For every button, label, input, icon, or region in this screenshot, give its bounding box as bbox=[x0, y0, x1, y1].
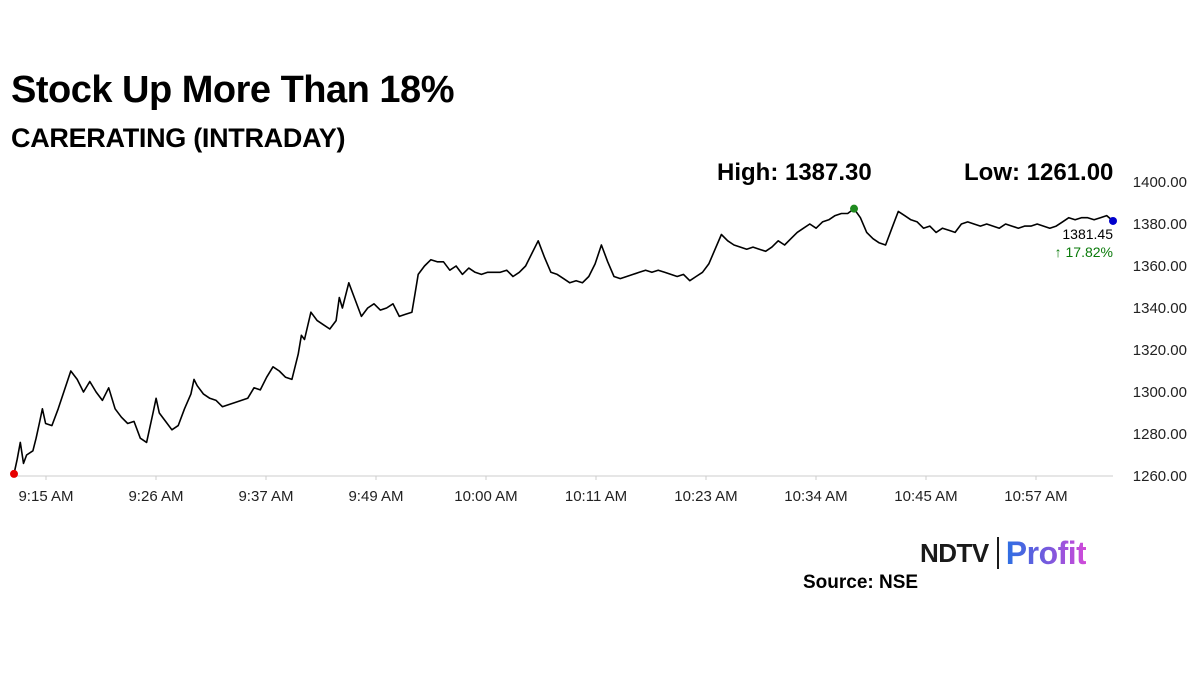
start-marker bbox=[10, 469, 18, 478]
x-tick-label: 10:57 AM bbox=[1004, 488, 1067, 505]
change-label: ↑ 17.82% bbox=[1055, 244, 1113, 260]
x-tick-label: 9:26 AM bbox=[128, 488, 183, 505]
y-tick-label: 1340.00 bbox=[1133, 300, 1187, 317]
high-label: High: 1387.30 bbox=[717, 159, 872, 186]
x-tick-label: 10:34 AM bbox=[784, 488, 847, 505]
y-tick-label: 1300.00 bbox=[1133, 384, 1187, 401]
y-tick-label: 1260.00 bbox=[1133, 468, 1187, 485]
logo-divider bbox=[996, 537, 999, 569]
x-tick-label: 9:49 AM bbox=[348, 488, 403, 505]
x-tick-label: 9:37 AM bbox=[238, 488, 293, 505]
high-marker bbox=[850, 204, 859, 213]
x-tick-label: 9:15 AM bbox=[18, 488, 73, 505]
x-tick-label: 10:11 AM bbox=[565, 488, 627, 505]
y-tick-label: 1280.00 bbox=[1133, 426, 1187, 443]
last-marker bbox=[1109, 216, 1117, 225]
intraday-line-chart: 1260.00 1280.00 1300.00 1320.00 1340.00 1360.… bbox=[10, 174, 1187, 505]
x-tick-label: 10:45 AM bbox=[894, 488, 957, 505]
logo-ndtv-text: NDTV bbox=[920, 537, 989, 568]
low-label: Low: 1261.00 bbox=[964, 159, 1114, 186]
chart-title: Stock Up More Than 18% bbox=[11, 69, 454, 111]
y-axis: 1260.00 1280.00 1300.00 1320.00 1340.00 1360.… bbox=[1133, 174, 1187, 485]
last-value-label: 1381.45 bbox=[1062, 226, 1113, 242]
source-label: Source: NSE bbox=[803, 572, 919, 593]
annotations: 1381.45 ↑ 17.82% bbox=[1055, 226, 1114, 260]
ndtv-profit-logo: NDTV Profit bbox=[920, 533, 1087, 573]
chart-subtitle: CARERATING (INTRADAY) bbox=[11, 123, 346, 153]
y-tick-label: 1400.00 bbox=[1133, 174, 1187, 191]
logo-profit-text: Profit bbox=[1005, 534, 1087, 571]
y-tick-label: 1320.00 bbox=[1133, 342, 1187, 359]
y-tick-label: 1360.00 bbox=[1133, 258, 1187, 275]
price-line bbox=[13, 207, 1114, 475]
x-axis: 9:15 AM 9:26 AM 9:37 AM 9:49 AM 10:00 AM 10:1… bbox=[14, 475, 1113, 505]
y-tick-label: 1380.00 bbox=[1133, 216, 1187, 233]
x-tick-label: 10:23 AM bbox=[674, 488, 737, 505]
markers bbox=[10, 204, 1117, 478]
x-tick-label: 10:00 AM bbox=[454, 488, 517, 505]
